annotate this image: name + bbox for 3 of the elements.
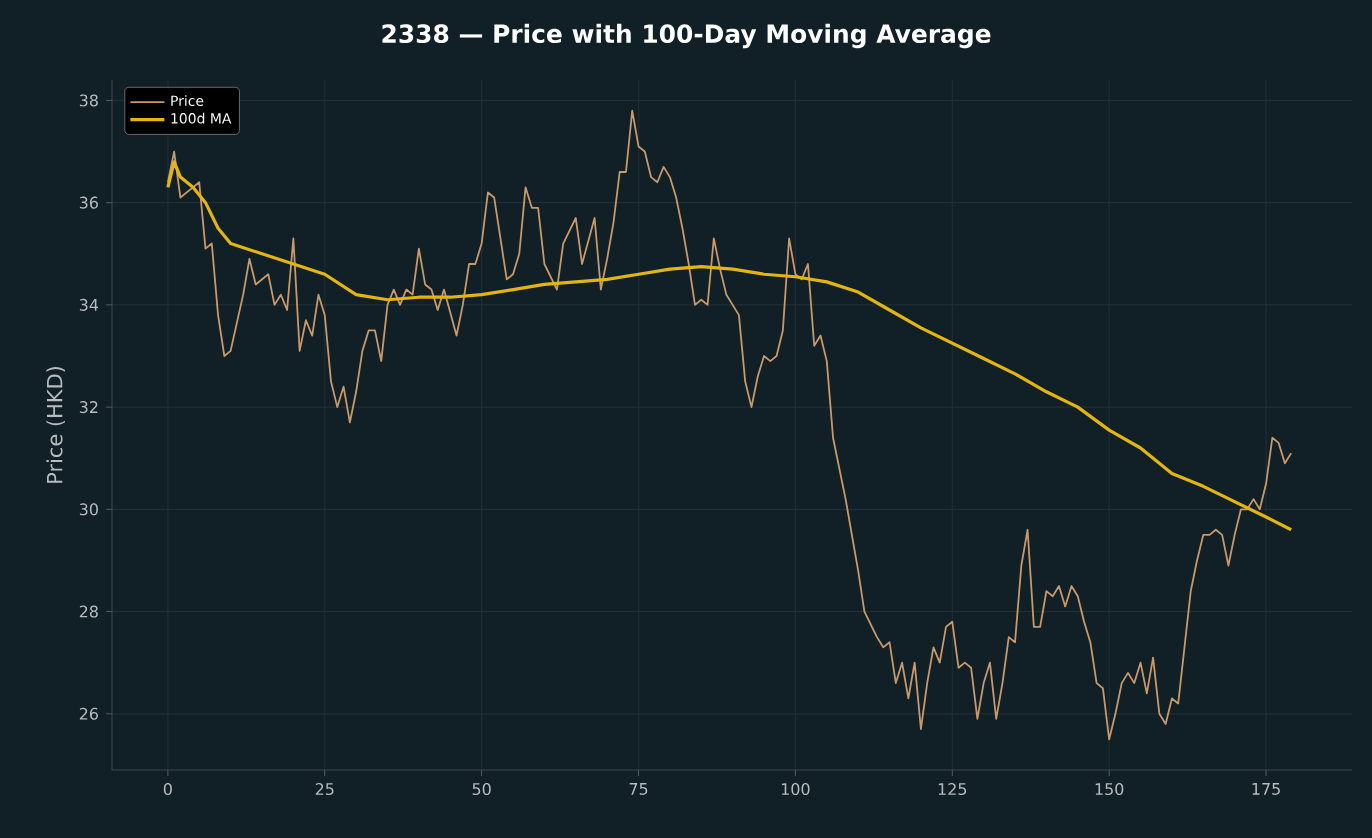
y-axis-title: Price (HKD) — [46, 367, 65, 483]
chart-title: 2338 — Price with 100-Day Moving Average — [382, 23, 991, 49]
line-series — [166, 109, 1293, 741]
